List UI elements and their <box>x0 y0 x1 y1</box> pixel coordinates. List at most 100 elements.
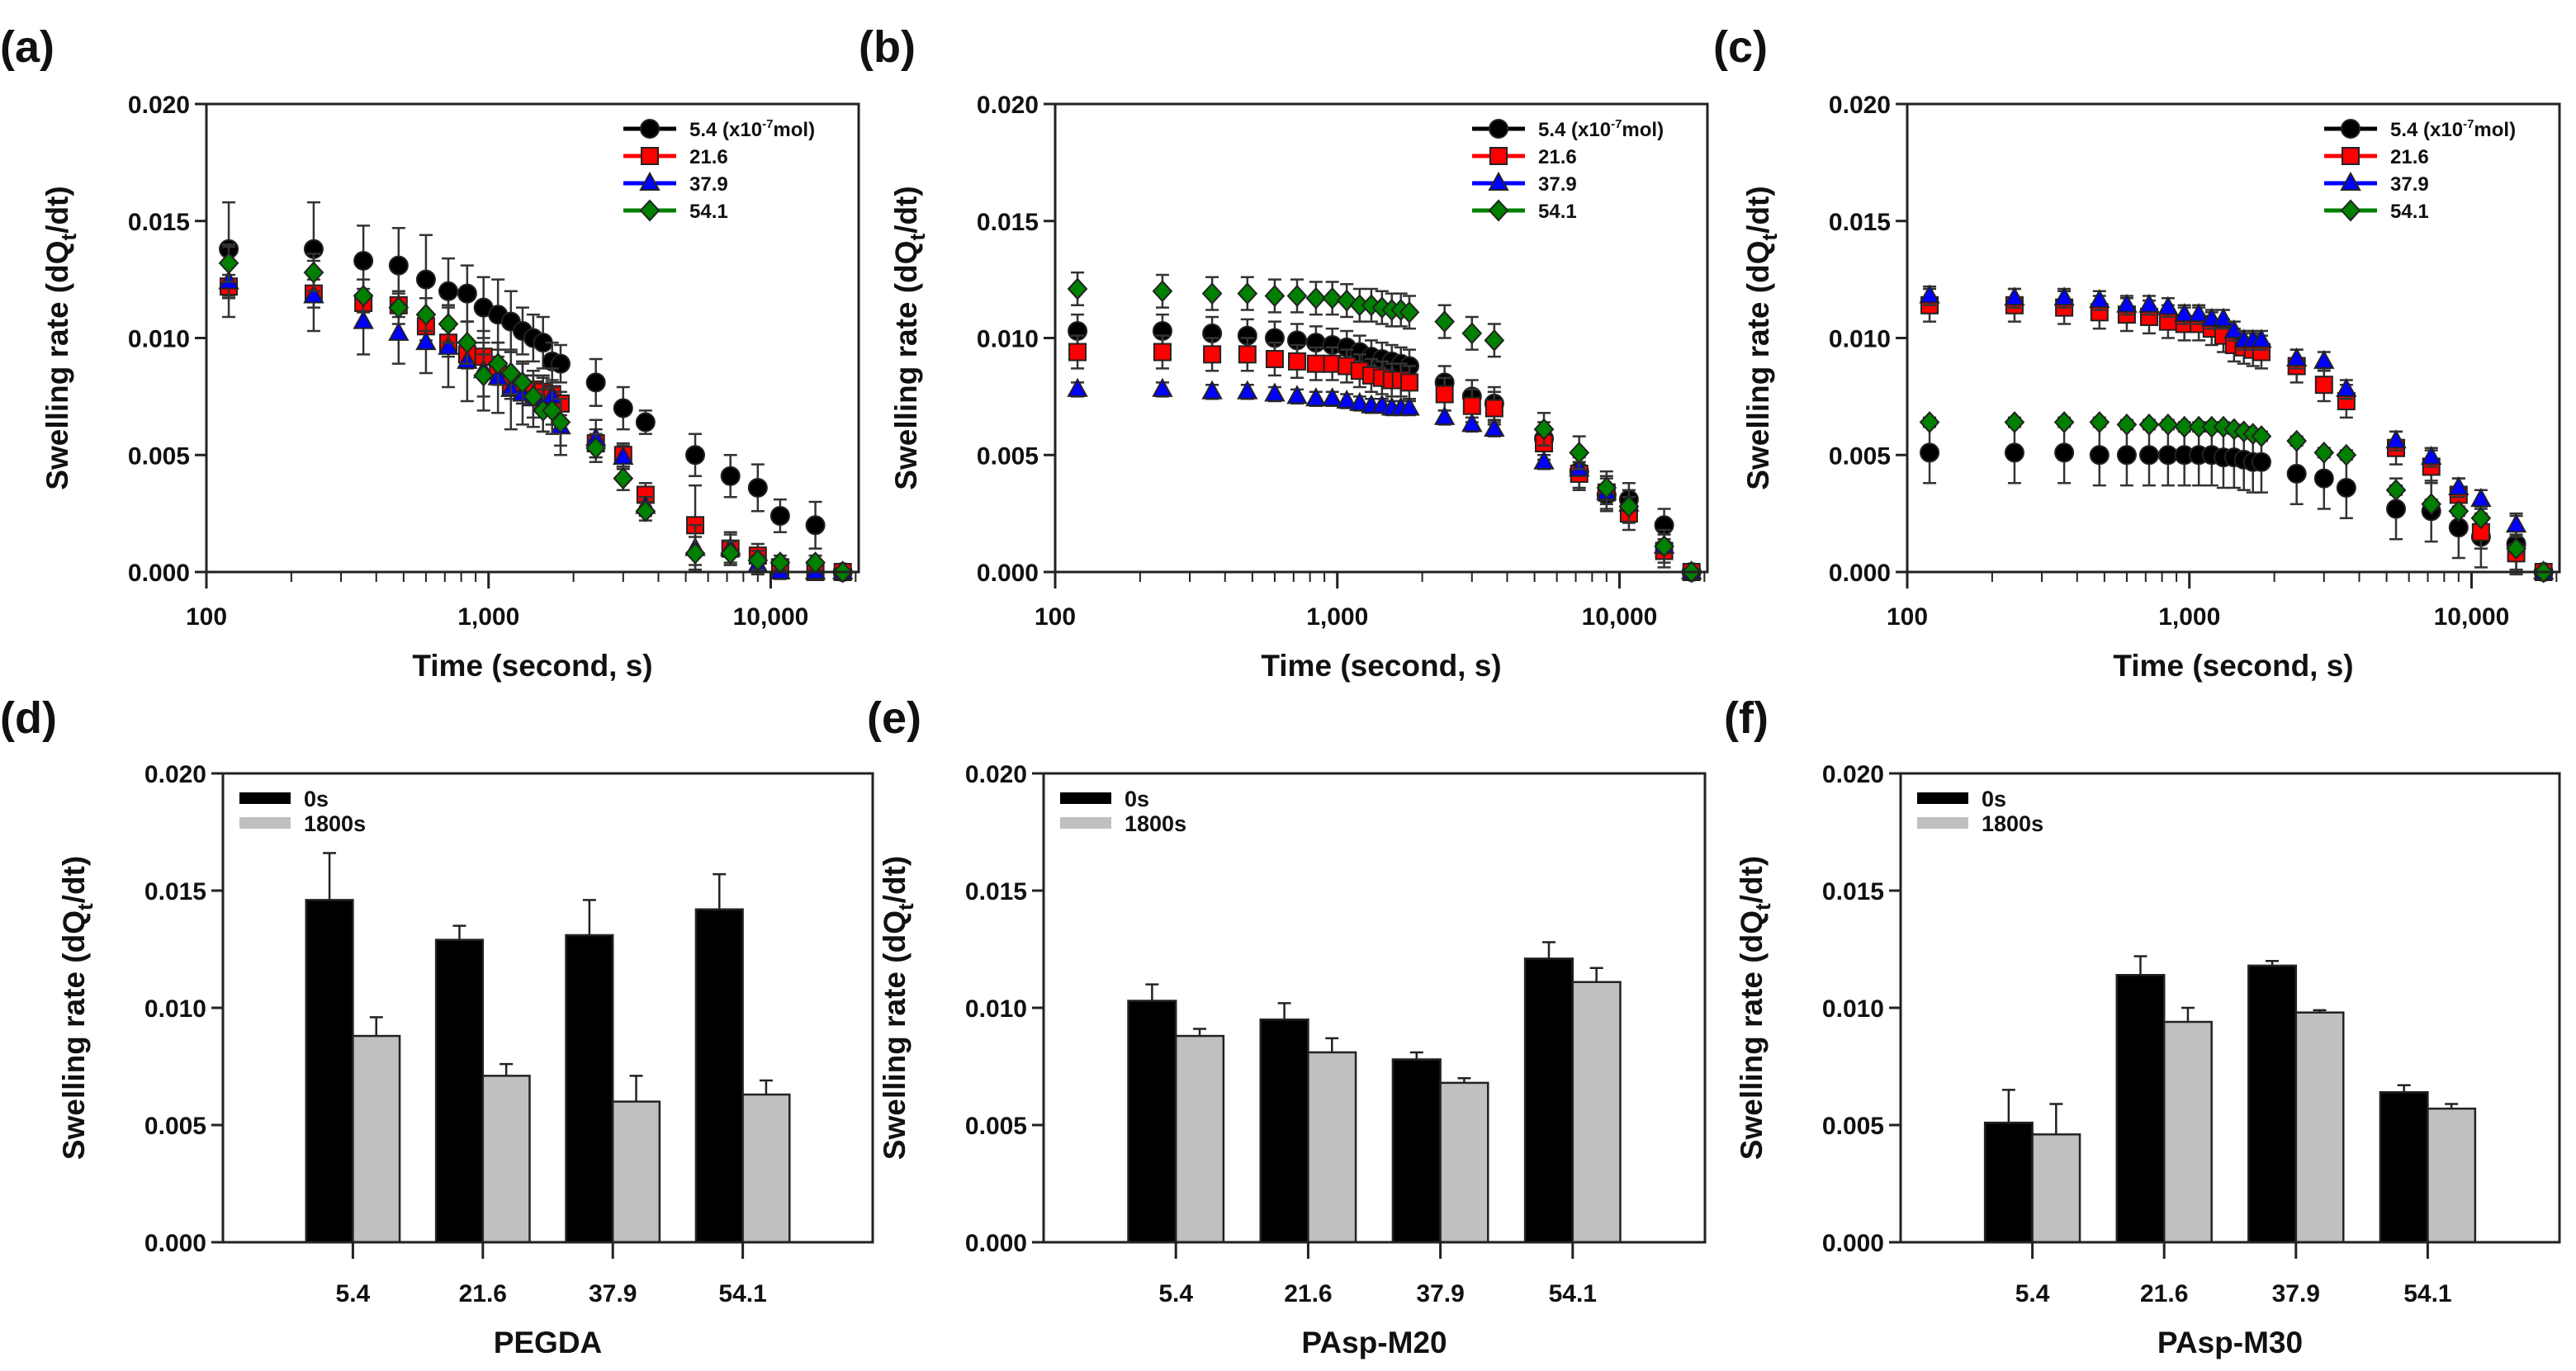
bar-0s <box>1259 1018 1309 1244</box>
data-point <box>1919 284 1940 304</box>
legend-label: 37.9 <box>689 173 728 196</box>
legend-marker <box>2340 171 2361 191</box>
data-point <box>2251 329 2272 348</box>
data-point <box>2285 347 2308 367</box>
data-point <box>1920 442 1940 463</box>
category-label: 54.1 <box>1549 1280 1597 1307</box>
y-title-sub: t <box>893 903 918 910</box>
data-point <box>2138 445 2159 466</box>
y-tick-label: 0.000 <box>1822 1230 1884 1257</box>
legend-label: 1800s <box>1125 811 1186 836</box>
data-point <box>1286 284 1308 307</box>
y-title-main: Swelling rate (dQ <box>889 240 923 489</box>
data-point <box>1434 310 1456 333</box>
data-point <box>1153 343 1172 362</box>
data-point <box>2053 286 2075 306</box>
data-point <box>2251 451 2271 472</box>
legend-text-end: mol) <box>773 119 815 141</box>
series-21.6 <box>1068 334 1701 581</box>
data-point <box>747 477 768 498</box>
y-tick-label: 0.010 <box>1829 326 1891 353</box>
category-label: 37.9 <box>1416 1280 1464 1307</box>
data-point <box>720 541 741 565</box>
y-tick-label: 0.000 <box>977 560 1039 587</box>
panel-a: (a) 0.000 0.005 0.010 0.015 0.020 Swelling rat… <box>0 22 860 683</box>
y-title-sub: t <box>56 233 81 240</box>
data-point <box>1067 377 1088 397</box>
y-tick-label: 0.020 <box>977 92 1039 119</box>
legend-marker <box>2342 147 2360 165</box>
legend-label: 0s <box>304 787 329 811</box>
data-point <box>2448 499 2469 522</box>
legend-text: 37.9 <box>1538 173 1577 196</box>
panel-e: (e) 0.000 0.005 0.010 0.015 0.020 Swelling rat… <box>867 693 1707 1359</box>
x-axis-title: Time (second, s) <box>1261 649 1501 683</box>
y-title-end: /dt) <box>57 856 91 904</box>
panel-letter: (b) <box>859 22 916 72</box>
data-point <box>523 385 544 408</box>
y-title-main: Swelling rate (dQ <box>1741 240 1775 489</box>
panel-b: (b) 0.000 0.005 0.010 0.015 0.020 Swelling rat… <box>859 22 1709 683</box>
bar-1800s <box>741 1093 791 1244</box>
legend-text: 5.4 (x10 <box>689 119 762 141</box>
bar-0s <box>2247 964 2298 1244</box>
data-point <box>2286 429 2308 452</box>
bar-0s <box>1983 1121 2034 1244</box>
data-point <box>585 372 606 393</box>
data-point <box>2116 445 2137 466</box>
series-54.1 <box>1067 271 1702 584</box>
y-title-sub: t <box>1750 903 1775 910</box>
legend-label: 37.9 <box>2390 173 2429 196</box>
data-point <box>218 252 239 275</box>
legend-label: 5.4 (x10-7mol) <box>689 117 815 141</box>
legend-marker <box>1489 147 1508 165</box>
bar-1800s <box>2162 1020 2213 1244</box>
legend-text: 54.1 <box>2390 201 2429 223</box>
legend-marker <box>2340 199 2361 222</box>
panel-f: (f) 0.000 0.005 0.010 0.015 0.020 Swelling rat… <box>1724 693 2561 1359</box>
y-title-end: /dt) <box>40 186 74 234</box>
bar-0s <box>434 938 485 1244</box>
category-label: 5.4 <box>2015 1280 2050 1307</box>
data-point <box>2223 319 2245 338</box>
data-point <box>2286 463 2307 484</box>
data-point <box>457 283 477 304</box>
data-point <box>1238 345 1257 364</box>
panel-letter: (f) <box>1724 693 1769 743</box>
data-point <box>1305 286 1327 310</box>
legend-swatch <box>1917 792 1968 804</box>
legend-text: 54.1 <box>1538 201 1577 223</box>
data-point <box>1336 389 1357 409</box>
legend-text: 21.6 <box>1538 146 1577 168</box>
y-title-end: /dt) <box>1735 856 1769 904</box>
data-point <box>2448 475 2469 495</box>
data-point <box>635 412 656 433</box>
y-axis-title: Swelling rate (dQt/dt) <box>878 856 918 1160</box>
series-54.1 <box>218 243 854 584</box>
data-point <box>685 445 706 466</box>
data-point <box>2174 415 2195 438</box>
data-point <box>388 255 409 276</box>
x-tick-label: 10,000 <box>1582 603 1658 631</box>
bar-0s <box>694 908 744 1244</box>
data-point <box>1306 354 1325 373</box>
x-tick-label: 100 <box>1887 603 1928 631</box>
legend-marker <box>2341 119 2361 139</box>
data-point <box>585 437 607 460</box>
legend-label: 1800s <box>304 811 366 836</box>
data-point <box>2506 537 2526 560</box>
y-tick-label: 0.015 <box>977 209 1039 236</box>
data-point <box>613 467 634 490</box>
data-point <box>2470 488 2492 508</box>
y-tick-label: 0.000 <box>965 1230 1027 1257</box>
data-point <box>2053 411 2075 434</box>
legend-text: 54.1 <box>689 201 728 223</box>
data-point <box>1569 441 1590 464</box>
y-tick-label: 0.015 <box>128 209 190 236</box>
data-point <box>1237 380 1258 399</box>
panel-letter: (a) <box>0 22 54 72</box>
legend-text: 21.6 <box>2390 146 2429 168</box>
y-tick-label: 0.005 <box>1829 442 1891 470</box>
data-point <box>1201 380 1223 399</box>
data-point <box>1349 391 1371 411</box>
